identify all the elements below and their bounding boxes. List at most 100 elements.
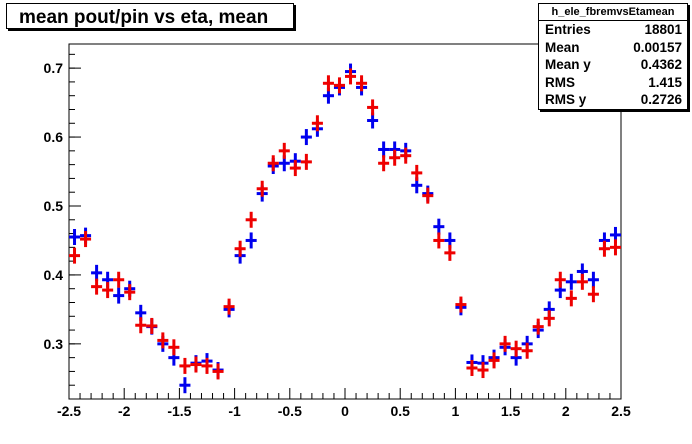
data-point bbox=[91, 278, 103, 295]
data-point bbox=[378, 155, 390, 172]
y-tick-label: 0.5 bbox=[44, 198, 64, 214]
data-point bbox=[587, 286, 599, 303]
stats-box: h_ele_fbremvsEtamean Entries 18801 Mean … bbox=[538, 3, 688, 110]
stats-value: 0.2726 bbox=[640, 92, 682, 107]
data-point bbox=[201, 357, 213, 374]
data-point bbox=[400, 147, 412, 164]
data-point bbox=[565, 273, 577, 290]
x-tick-label: -2.5 bbox=[57, 403, 81, 419]
stats-histogram-name: h_ele_fbremvsEtamean bbox=[539, 4, 687, 21]
stats-value: 0.4362 bbox=[640, 57, 682, 72]
y-tick-label: 0.6 bbox=[44, 129, 64, 145]
data-point bbox=[422, 187, 434, 204]
x-tick-label: 0.5 bbox=[390, 403, 410, 419]
title-box: mean pout/pin vs eta, mean bbox=[6, 3, 294, 29]
x-tick-label: 1 bbox=[452, 403, 460, 419]
stats-row-rms: RMS 1.415 bbox=[539, 74, 687, 92]
x-tick-label: 2.5 bbox=[611, 403, 631, 419]
data-point bbox=[113, 287, 125, 304]
data-point bbox=[289, 160, 301, 177]
data-point bbox=[455, 296, 467, 313]
x-tick-label: 0 bbox=[341, 403, 349, 419]
series-1 bbox=[69, 68, 621, 380]
data-point bbox=[532, 318, 544, 335]
stats-label: RMS y bbox=[545, 92, 587, 107]
x-tick-label: -1.5 bbox=[167, 403, 191, 419]
data-point bbox=[179, 377, 191, 394]
data-point bbox=[389, 149, 401, 166]
data-point bbox=[124, 284, 136, 301]
series-0 bbox=[69, 63, 621, 394]
data-point bbox=[300, 129, 312, 146]
stats-row-mean: Mean 0.00157 bbox=[539, 39, 687, 57]
data-point bbox=[190, 356, 202, 373]
data-point bbox=[345, 68, 357, 85]
data-point bbox=[554, 271, 566, 288]
data-point bbox=[587, 271, 599, 288]
x-tick-label: -0.5 bbox=[278, 403, 302, 419]
y-tick-label: 0.7 bbox=[44, 60, 64, 76]
data-point bbox=[333, 77, 345, 94]
data-point bbox=[521, 342, 533, 359]
data-point bbox=[80, 231, 92, 248]
stats-label: Mean y bbox=[545, 57, 591, 72]
chart-title: mean pout/pin vs eta, mean bbox=[19, 7, 269, 28]
data-point bbox=[356, 75, 368, 92]
data-point bbox=[91, 264, 103, 281]
data-point bbox=[135, 317, 147, 334]
stats-row-entries: Entries 18801 bbox=[539, 21, 687, 39]
data-point bbox=[69, 247, 81, 264]
data-point bbox=[69, 229, 81, 246]
data-point bbox=[543, 310, 555, 327]
data-point bbox=[510, 340, 522, 357]
data-point bbox=[378, 141, 390, 158]
data-marks bbox=[69, 63, 621, 394]
data-point bbox=[411, 164, 423, 181]
data-point bbox=[146, 317, 158, 334]
y-tick-label: 0.3 bbox=[44, 336, 64, 352]
data-point bbox=[565, 290, 577, 307]
data-point bbox=[444, 244, 456, 261]
data-point bbox=[168, 339, 180, 356]
x-tick-label: -1 bbox=[228, 403, 241, 419]
data-point bbox=[322, 75, 334, 92]
y-tick-label: 0.4 bbox=[44, 267, 64, 283]
data-point bbox=[102, 282, 114, 299]
data-point bbox=[212, 363, 224, 380]
data-point bbox=[576, 273, 588, 290]
stats-row-rms-y: RMS y 0.2726 bbox=[539, 91, 687, 109]
data-point bbox=[234, 240, 246, 257]
data-point bbox=[598, 240, 610, 257]
data-point bbox=[179, 357, 191, 374]
stats-label: Entries bbox=[545, 22, 591, 37]
stats-value: 0.00157 bbox=[633, 39, 682, 55]
data-point bbox=[311, 115, 323, 132]
data-point bbox=[466, 359, 478, 376]
data-point bbox=[609, 239, 621, 256]
data-point bbox=[477, 362, 489, 379]
data-point bbox=[157, 332, 169, 349]
data-point bbox=[488, 352, 500, 369]
data-point bbox=[278, 142, 290, 159]
data-point bbox=[245, 232, 257, 249]
x-tick-label: 1.5 bbox=[501, 403, 521, 419]
data-point bbox=[245, 211, 257, 228]
data-point bbox=[256, 180, 268, 197]
data-point bbox=[223, 298, 235, 315]
stats-label: Mean bbox=[545, 39, 580, 55]
data-point bbox=[267, 155, 279, 172]
stats-value: 18801 bbox=[644, 22, 682, 37]
stats-value: 1.415 bbox=[648, 74, 682, 90]
stats-label: RMS bbox=[545, 74, 575, 90]
x-tick-label: 2 bbox=[562, 403, 570, 419]
data-point bbox=[113, 271, 125, 288]
data-point bbox=[300, 153, 312, 170]
data-point bbox=[499, 335, 511, 352]
x-tick-label: -2 bbox=[118, 403, 131, 419]
stats-row-mean-y: Mean y 0.4362 bbox=[539, 56, 687, 74]
data-point bbox=[367, 99, 379, 116]
axes: -2.5 -2 -1.5 -1 -0.5 0 0.5 1 1.5 2 2.5 0.3 0.4 0.5 0.6… bbox=[44, 53, 631, 419]
data-point bbox=[433, 232, 445, 249]
data-point bbox=[433, 218, 445, 235]
